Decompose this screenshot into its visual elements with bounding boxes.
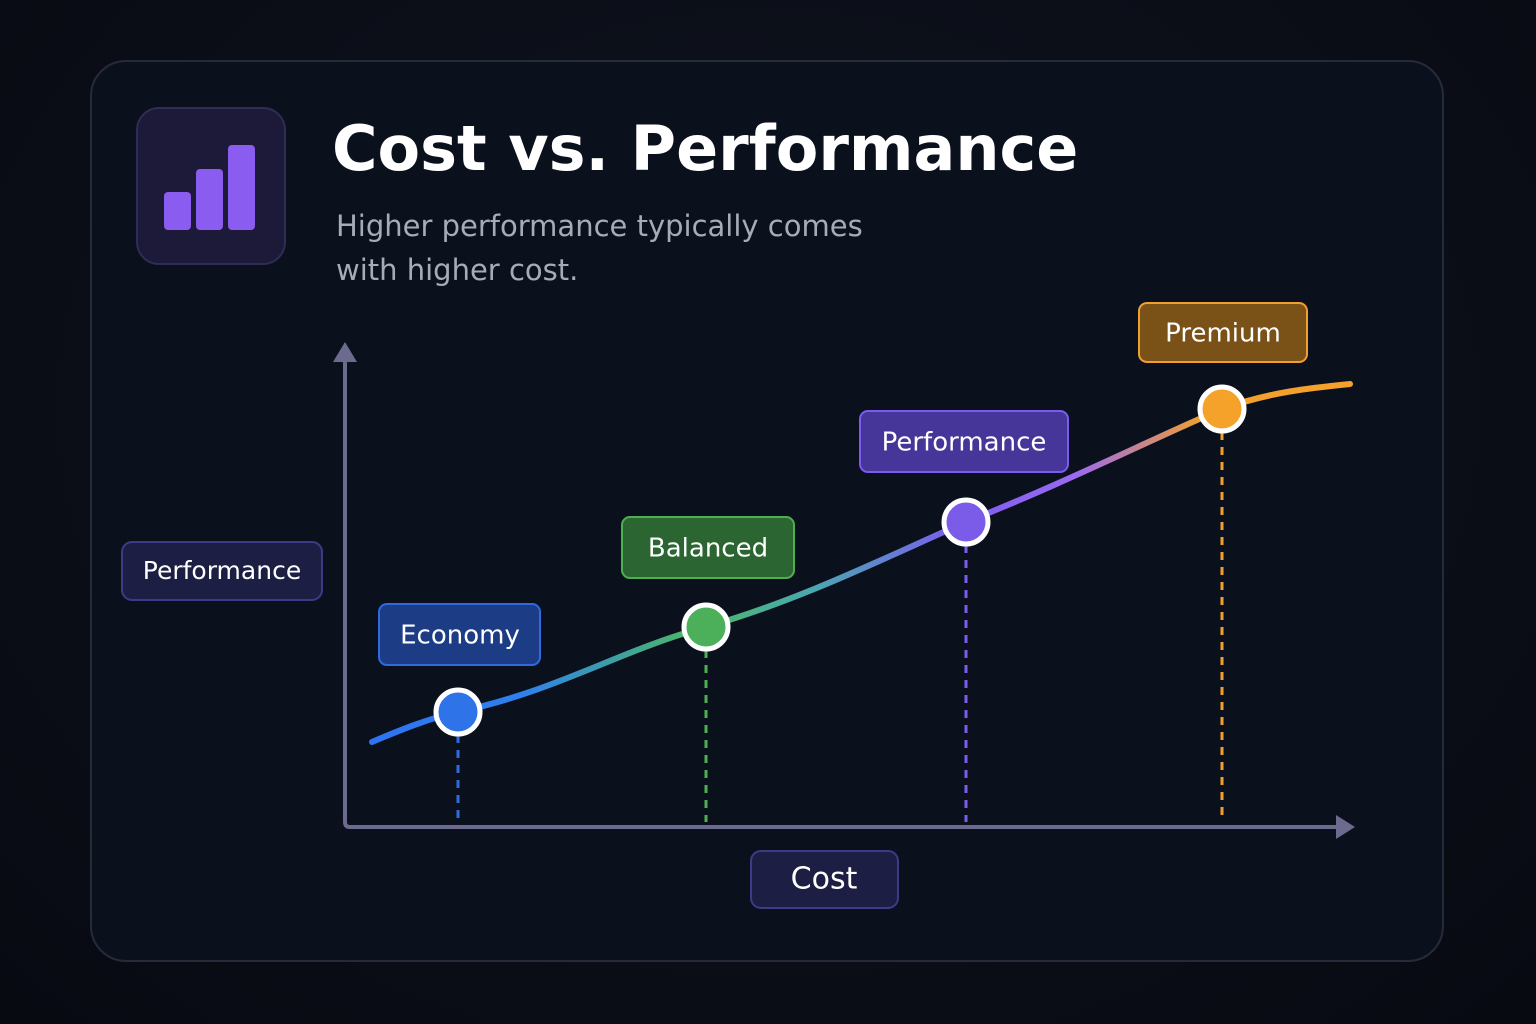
- tier-label-box: [1138, 302, 1308, 363]
- x-label-box: [750, 850, 899, 909]
- icon-bar: [196, 169, 223, 230]
- axis-line: [343, 356, 1340, 829]
- y-label-box: [121, 541, 323, 601]
- icon-bar: [228, 145, 255, 230]
- tier-label: Balanced: [648, 534, 768, 564]
- drop-lines: [456, 432, 1224, 822]
- tier-point: [1197, 384, 1247, 434]
- axes: [343, 356, 1340, 829]
- tier-label: Premium: [1165, 319, 1281, 349]
- tier-point: [681, 602, 731, 652]
- y-axis-label: Performance: [143, 556, 301, 585]
- tier-point: [941, 497, 991, 547]
- tier-label: Economy: [400, 621, 520, 651]
- y-arrow: [333, 342, 357, 362]
- subtitle: Higher performance typically comes with …: [336, 209, 863, 287]
- x-axis-label: Cost: [791, 862, 858, 897]
- x-arrow: [1336, 815, 1355, 839]
- tier-point: [433, 687, 483, 737]
- icon-bar: [164, 192, 191, 230]
- tier-label-box: [859, 410, 1069, 473]
- card: [90, 60, 1444, 962]
- tier-label-box: [378, 603, 541, 666]
- tier-label: Performance: [882, 428, 1047, 458]
- tier-label-box: [621, 516, 795, 579]
- title: Cost vs. Performance: [332, 112, 1079, 185]
